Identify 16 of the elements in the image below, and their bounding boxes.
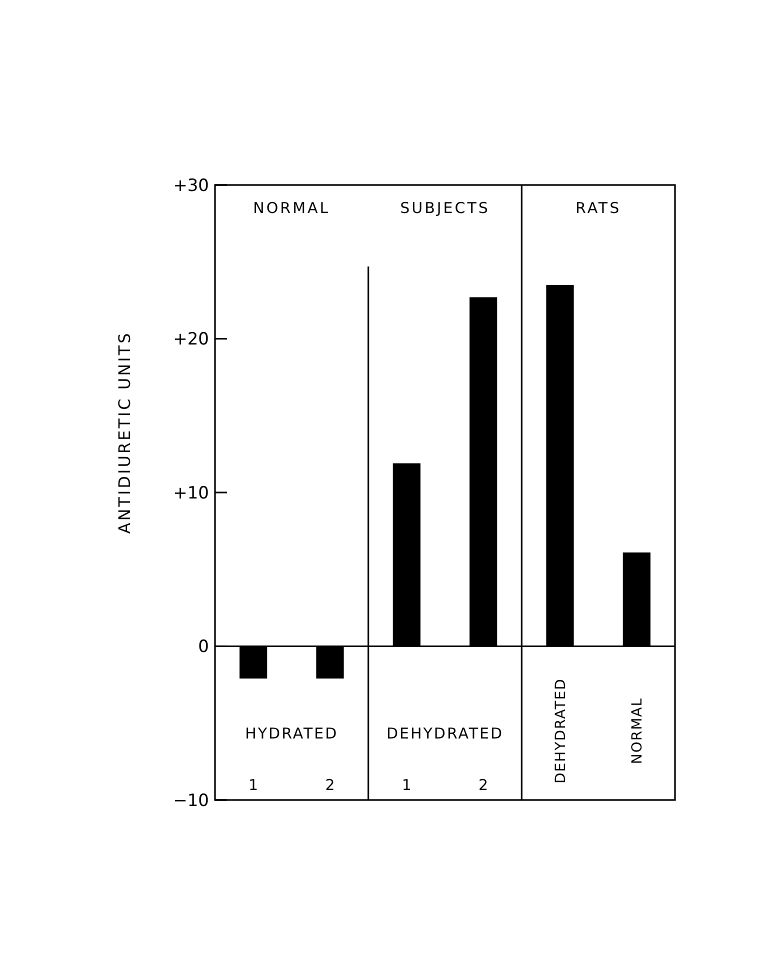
y-tick-label: 0 (198, 637, 209, 658)
x-tick-label: NORMAL (630, 697, 646, 764)
y-axis-title: ANTIDIURETIC UNITS (115, 331, 134, 534)
x-tick-label: DEHYDRATED (552, 678, 569, 784)
x-tick-label: 2 (325, 776, 335, 794)
y-tick-label: +10 (173, 483, 209, 504)
x-tick-label: 1 (248, 776, 258, 794)
annotation: HYDRATED (245, 724, 338, 742)
annotation: SUBJECTS (400, 199, 490, 217)
y-tick-label: +20 (173, 330, 209, 350)
x-tick-label: 1 (402, 776, 412, 794)
y-tick-label: −10 (173, 790, 209, 811)
x-tick-label: 2 (478, 776, 488, 794)
annotation: NORMAL (253, 199, 330, 217)
annotation: RATS (576, 199, 622, 217)
y-tick-label: +30 (173, 176, 209, 196)
